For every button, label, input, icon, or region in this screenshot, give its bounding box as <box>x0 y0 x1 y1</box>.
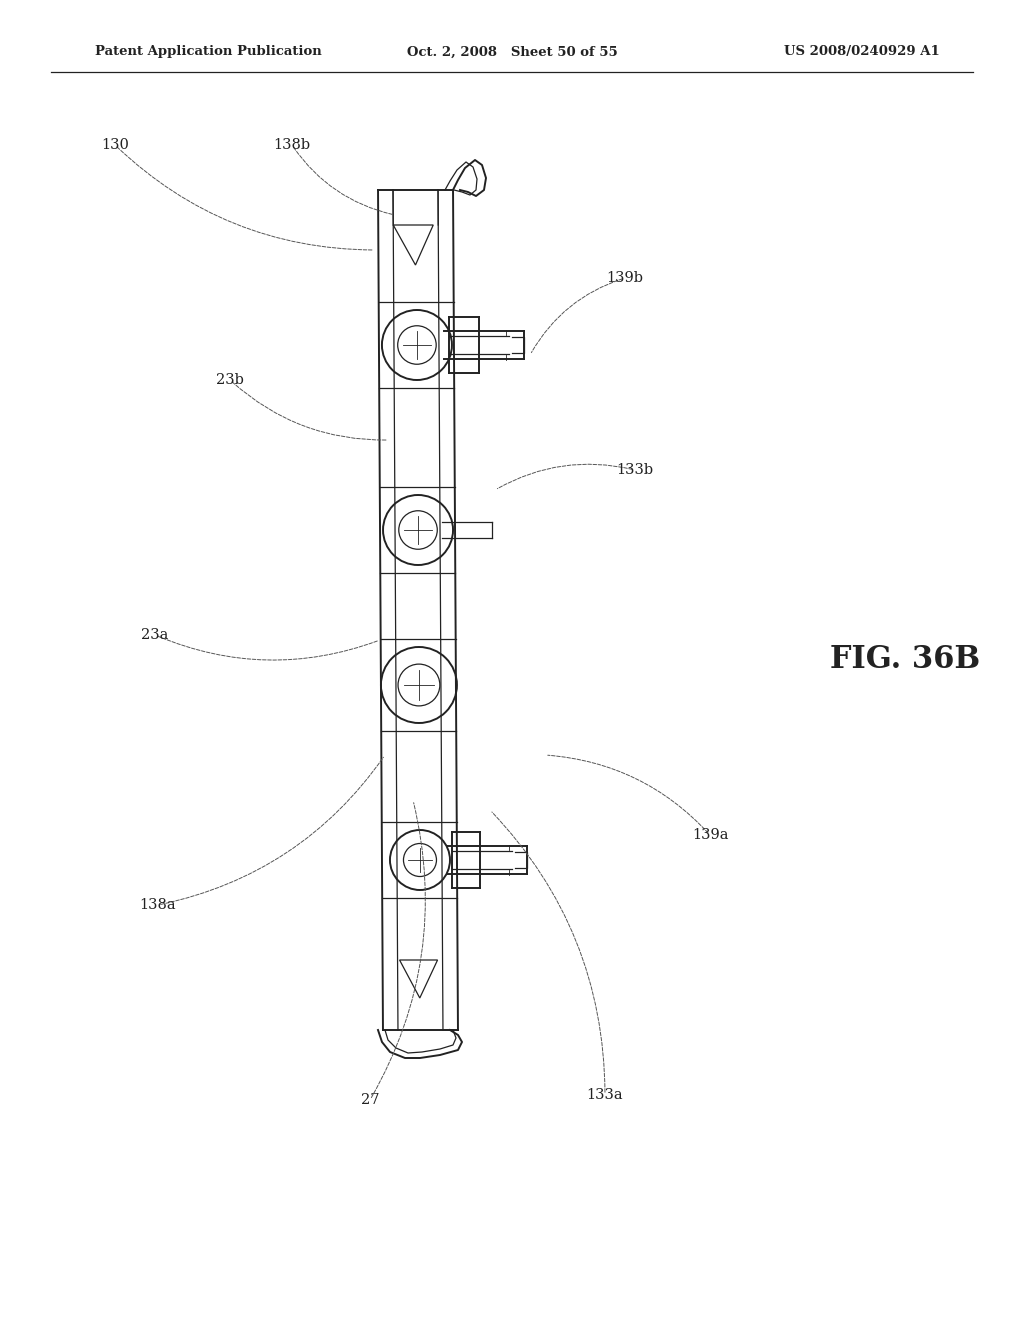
Text: 23a: 23a <box>141 628 169 642</box>
Text: 139b: 139b <box>606 271 643 285</box>
Text: US 2008/0240929 A1: US 2008/0240929 A1 <box>784 45 940 58</box>
Text: 139a: 139a <box>692 828 728 842</box>
Text: 130: 130 <box>101 139 129 152</box>
Text: FIG. 36B: FIG. 36B <box>829 644 980 676</box>
Text: Oct. 2, 2008   Sheet 50 of 55: Oct. 2, 2008 Sheet 50 of 55 <box>407 45 617 58</box>
Text: 133b: 133b <box>616 463 653 477</box>
Text: 138a: 138a <box>139 898 176 912</box>
Text: 23b: 23b <box>216 374 244 387</box>
Text: 27: 27 <box>360 1093 379 1107</box>
Text: Patent Application Publication: Patent Application Publication <box>95 45 322 58</box>
Text: 133a: 133a <box>587 1088 624 1102</box>
Text: 138b: 138b <box>273 139 310 152</box>
